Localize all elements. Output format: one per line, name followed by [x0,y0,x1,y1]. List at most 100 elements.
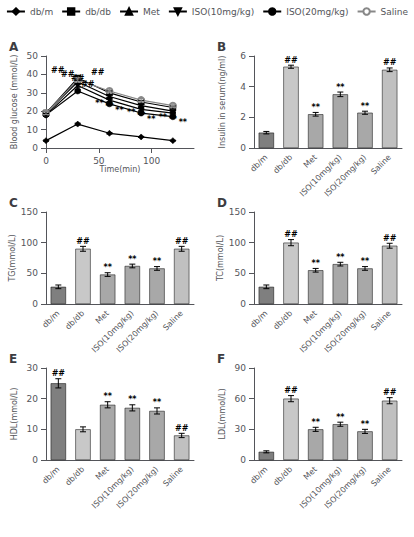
svg-text:0: 0 [240,299,246,309]
svg-text:Insulin in serum(ng/ml): Insulin in serum(ng/ml) [218,56,227,149]
svg-text:db/m: db/m [41,465,62,486]
svg-text:90: 90 [235,363,247,373]
svg-text:db/db: db/db [64,465,87,488]
svg-text:6: 6 [240,51,246,61]
svg-text:**: ** [311,103,320,112]
svg-text:ISO(10mg/kg): ISO(10mg/kg) [298,465,343,510]
svg-text:ISO(20mg/kg): ISO(20mg/kg) [323,465,368,510]
svg-text:##: ## [284,386,298,395]
svg-text:##: ## [76,237,90,246]
svg-text:ISO(10mg/kg): ISO(10mg/kg) [298,309,343,354]
svg-text:0: 0 [32,299,38,309]
svg-text:##: ## [175,237,189,246]
svg-text:Saline: Saline [369,309,393,333]
svg-text:TG(mmol/L): TG(mmol/L) [8,234,17,282]
svg-text:**: ** [115,106,124,115]
svg-text:100: 100 [143,156,160,166]
svg-text:50: 50 [27,51,39,61]
svg-text:10: 10 [27,424,39,434]
svg-text:0: 0 [43,156,49,166]
svg-text:10: 10 [27,125,39,135]
svg-text:ISO(10mg/kg): ISO(10mg/kg) [298,153,343,198]
svg-text:ISO(10mg/kg): ISO(10mg/kg) [90,465,135,510]
svg-text:##: ## [52,369,66,378]
svg-text:**: ** [361,102,370,111]
svg-text:0: 0 [240,143,246,153]
svg-text:##: ## [383,388,397,397]
svg-text:ISO(20mg/kg): ISO(20mg/kg) [323,153,368,198]
svg-text:20: 20 [27,394,39,404]
svg-text:40: 40 [27,69,39,79]
svg-text:db/db: db/db [85,7,111,17]
svg-text:C: C [9,196,18,210]
svg-text:**: ** [311,259,320,268]
svg-text:db/m: db/m [249,309,270,330]
svg-text:4: 4 [240,82,246,92]
svg-text:Met: Met [302,465,319,482]
svg-text:db/m: db/m [249,153,270,174]
svg-text:**: ** [311,418,320,427]
svg-text:30: 30 [27,88,39,98]
svg-text:0: 0 [32,455,38,465]
svg-text:ISO(20mg/kg): ISO(20mg/kg) [323,309,368,354]
svg-text:Saline: Saline [161,465,185,489]
svg-text:0: 0 [240,455,246,465]
svg-text:**: ** [153,257,162,266]
svg-text:50: 50 [93,156,105,166]
svg-text:##: ## [175,424,189,433]
svg-text:E: E [9,352,17,366]
svg-text:##: ## [284,56,298,65]
svg-text:TC(mmol/L): TC(mmol/L) [216,235,225,282]
svg-text:LDL(mmol/L): LDL(mmol/L) [218,388,227,439]
svg-text:D: D [217,196,227,210]
svg-text:##: ## [91,68,105,77]
svg-text:50: 50 [235,268,247,278]
svg-text:**: ** [361,257,370,266]
svg-text:Blood glucose (mmol/L): Blood glucose (mmol/L) [10,55,19,150]
svg-text:Met: Met [94,309,111,326]
svg-text:B: B [217,40,226,54]
svg-text:60: 60 [235,394,247,404]
svg-text:**: ** [147,115,156,124]
svg-text:**: ** [127,108,136,117]
svg-text:30: 30 [27,363,39,373]
svg-text:20: 20 [27,106,39,116]
svg-text:ISO(20mg/kg): ISO(20mg/kg) [115,309,160,354]
svg-text:db/db: db/db [272,465,295,488]
svg-text:**: ** [159,113,168,122]
svg-text:Met: Met [302,309,319,326]
svg-text:Saline: Saline [369,465,393,489]
svg-text:##: ## [383,58,397,67]
svg-text:**: ** [103,263,112,272]
svg-text:Saline: Saline [369,153,393,177]
svg-text:HDL(mmol/L): HDL(mmol/L) [10,388,19,441]
svg-text:**: ** [179,118,188,127]
svg-text:**: ** [336,413,345,422]
svg-text:**: ** [336,253,345,262]
svg-text:**: ** [128,395,137,404]
svg-text:**: ** [128,255,137,264]
svg-text:100: 100 [229,238,246,248]
svg-text:db/m: db/m [249,465,270,486]
svg-text:db/m: db/m [30,7,53,17]
svg-text:db/m: db/m [41,309,62,330]
svg-text:F: F [217,352,225,366]
svg-text:db/db: db/db [272,309,295,332]
svg-text:Met: Met [302,153,319,170]
svg-text:ISO(20mg/kg): ISO(20mg/kg) [286,7,348,17]
svg-text:0: 0 [32,143,38,153]
svg-text:Saline: Saline [381,7,409,17]
svg-text:**: ** [336,83,345,92]
svg-text:50: 50 [27,268,39,278]
svg-text:##: ## [81,80,95,89]
svg-text:A: A [9,40,19,54]
svg-text:ISO(10mg/kg): ISO(10mg/kg) [90,309,135,354]
svg-text:**: ** [95,99,104,108]
svg-text:**: ** [137,111,146,120]
svg-text:ISO(20mg/kg): ISO(20mg/kg) [115,465,160,510]
svg-text:**: ** [105,102,114,111]
svg-text:ISO(10mg/kg): ISO(10mg/kg) [192,7,254,17]
svg-text:Met: Met [94,465,111,482]
svg-text:**: ** [169,115,178,124]
svg-text:db/db: db/db [64,309,87,332]
